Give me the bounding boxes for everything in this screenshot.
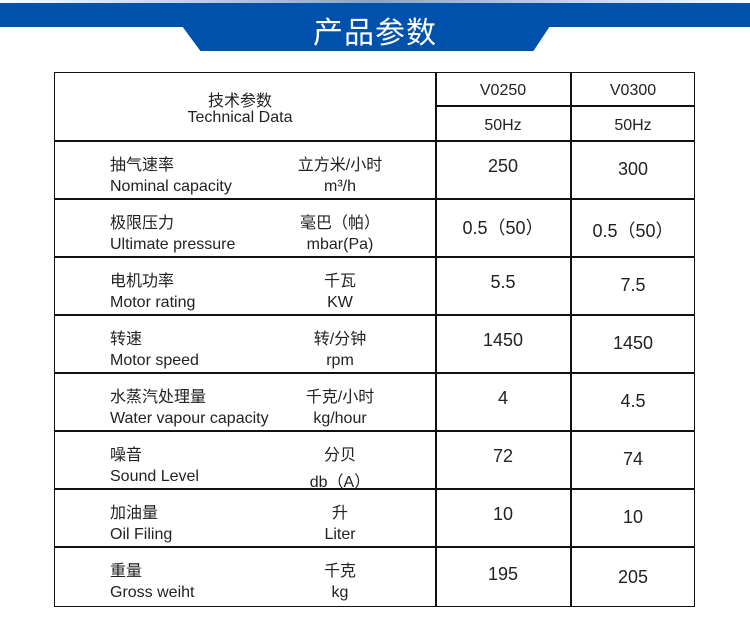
value-cell: 0.5（50）: [462, 218, 544, 238]
param-name-cn: 电机功率: [110, 273, 175, 290]
row-divider: [54, 140, 695, 142]
param-name-en: Ultimate pressure: [110, 236, 236, 253]
column-divider: [435, 72, 437, 607]
param-name-en: Sound Level: [110, 468, 199, 485]
spec-table: [54, 72, 695, 607]
header-divider: [435, 105, 695, 107]
row-divider: [54, 198, 695, 200]
value-cell: 1450: [482, 330, 524, 350]
page-title: 产品参数: [313, 16, 437, 51]
param-name-cn: 抽气速率: [110, 157, 175, 174]
param-name-cn: 极限压力: [110, 215, 175, 232]
param-name-en: Motor rating: [110, 294, 196, 311]
value-cell: 72: [492, 446, 514, 466]
unit-cn: 升: [331, 505, 349, 522]
value-cell: 0.5（50）: [592, 221, 674, 241]
row-divider: [54, 372, 695, 374]
param-name-cn: 水蒸汽处理量: [110, 389, 207, 406]
param-name-cn: 重量: [110, 563, 143, 580]
row-divider: [54, 488, 695, 490]
unit-cn: 千克: [323, 563, 357, 580]
unit-en: mbar(Pa): [306, 236, 374, 253]
param-name-en: Water vapour capacity: [110, 410, 269, 427]
model-frequency: 50Hz: [484, 117, 522, 134]
value-cell: 4.5: [620, 391, 646, 411]
unit-cn: 千克/小时: [305, 389, 375, 406]
param-name-en: Motor speed: [110, 352, 199, 369]
value-cell: 5.5: [490, 272, 516, 292]
unit-cn: 毫巴（帕）: [299, 215, 381, 232]
param-name-en: Gross weiht: [110, 584, 195, 601]
unit-en: rpm: [326, 352, 354, 369]
row-divider: [54, 430, 695, 432]
unit-en: kg/hour: [313, 410, 367, 427]
row-divider: [54, 314, 695, 316]
value-cell: 7.5: [620, 275, 646, 295]
header-label-cn: 技术参数: [207, 93, 273, 110]
unit-cn: 立方米/小时: [297, 157, 383, 174]
unit-en: kg: [331, 584, 349, 601]
value-cell: 4: [497, 388, 509, 408]
model-frequency: 50Hz: [614, 117, 652, 134]
header-label-en: Technical Data: [187, 109, 293, 126]
unit-cn: 转/分钟: [313, 331, 367, 348]
value-cell: 300: [617, 159, 649, 179]
param-name-en: Oil Filing: [110, 526, 173, 543]
value-cell: 195: [487, 563, 519, 584]
value-cell: 205: [617, 566, 649, 587]
banner-band: [0, 3, 750, 27]
unit-cn: 千瓦: [323, 273, 357, 290]
unit-en: KW: [327, 294, 353, 311]
banner-top-line: [0, 0, 750, 3]
row-divider: [54, 546, 695, 548]
value-cell: 74: [622, 449, 644, 469]
value-cell: 10: [622, 507, 644, 527]
unit-cn: 分贝: [323, 447, 357, 464]
column-divider: [570, 72, 572, 607]
value-cell: 10: [492, 504, 514, 524]
model-name: V0300: [609, 82, 657, 99]
unit-en: Liter: [324, 526, 356, 543]
unit-en: m³/h: [324, 178, 356, 195]
banner-tab: [182, 26, 550, 51]
unit-en: db（A）: [309, 474, 371, 491]
param-name-cn: 转速: [110, 331, 143, 348]
value-cell: 1450: [612, 333, 654, 353]
param-name-en: Nominal capacity: [110, 178, 232, 195]
model-name: V0250: [479, 82, 527, 99]
row-divider: [54, 256, 695, 258]
param-name-cn: 加油量: [110, 505, 159, 522]
value-cell: 250: [487, 156, 519, 176]
param-name-cn: 噪音: [110, 447, 143, 464]
